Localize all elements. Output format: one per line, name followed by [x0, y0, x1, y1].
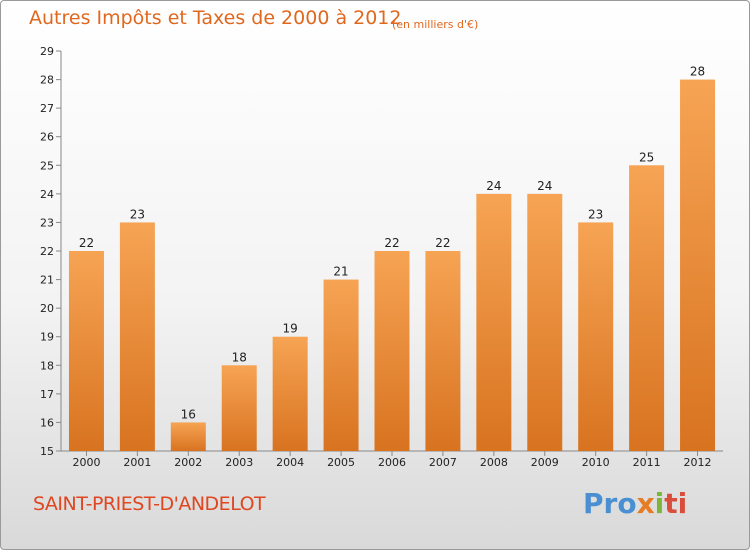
- bar-value-label: 18: [232, 350, 247, 364]
- bar: [476, 193, 512, 451]
- bar: [323, 279, 359, 451]
- y-tick-label: 15: [40, 445, 54, 458]
- y-tick-label: 20: [40, 302, 54, 315]
- bar-value-label: 22: [435, 236, 450, 250]
- x-tick-label: 2009: [531, 456, 559, 469]
- bar: [578, 222, 614, 451]
- y-tick-label: 25: [40, 159, 54, 172]
- bar: [119, 222, 155, 451]
- y-tick-label: 21: [40, 274, 54, 287]
- bar: [374, 251, 410, 451]
- y-tick-label: 22: [40, 245, 54, 258]
- x-tick-label: 2010: [582, 456, 610, 469]
- x-tick-label: 2008: [480, 456, 508, 469]
- x-tick-label: 2005: [327, 456, 355, 469]
- y-tick-label: 27: [40, 102, 54, 115]
- y-tick-label: 24: [40, 188, 54, 201]
- bar: [629, 165, 665, 452]
- y-tick-label: 16: [40, 416, 54, 429]
- bar: [221, 365, 257, 451]
- x-tick-label: 2007: [429, 456, 457, 469]
- bar: [527, 193, 563, 451]
- bar-value-label: 16: [181, 407, 196, 421]
- bars-group: 22 23 16 18 19 21 22 22 24 24 23 25 28: [68, 65, 716, 452]
- y-tick-label: 18: [40, 359, 54, 372]
- y-tick-label: 26: [40, 131, 54, 144]
- y-tick-label: 29: [40, 45, 54, 58]
- bar-value-label: 23: [130, 207, 145, 221]
- bar: [425, 251, 461, 451]
- bar-value-label: 25: [639, 150, 654, 164]
- x-tick-label: 2004: [276, 456, 304, 469]
- x-tick-label: 2003: [225, 456, 253, 469]
- chart-title: Autres Impôts et Taxes de 2000 à 2012: [29, 7, 402, 29]
- logo-part-2: x: [636, 487, 655, 520]
- logo-part-1: Pro: [583, 487, 637, 520]
- bar-value-label: 24: [537, 179, 552, 193]
- bar-value-label: 24: [486, 179, 501, 193]
- proxiti-logo[interactable]: Proxiti: [583, 487, 687, 520]
- y-tick-label: 17: [40, 388, 54, 401]
- x-tick-label: 2011: [633, 456, 661, 469]
- x-tick-label: 2002: [174, 456, 202, 469]
- bar-value-label: 22: [384, 236, 399, 250]
- y-tick-label: 19: [40, 331, 54, 344]
- bar-value-label: 21: [333, 265, 348, 279]
- logo-part-3: i: [654, 487, 665, 520]
- bar: [680, 79, 716, 452]
- y-tick-label: 28: [40, 74, 54, 87]
- bar: [272, 336, 308, 451]
- bar-value-label: 22: [79, 236, 94, 250]
- x-tick-label: 2000: [72, 456, 100, 469]
- bar-value-label: 23: [588, 207, 603, 221]
- logo-part-4: ti: [664, 487, 688, 520]
- bar: [68, 251, 104, 451]
- bar-value-label: 28: [690, 65, 705, 79]
- x-tick-label: 2012: [684, 456, 712, 469]
- unit-note: (en milliers d'€): [392, 18, 479, 31]
- y-tick-label: 23: [40, 216, 54, 229]
- x-tick-label: 2001: [123, 456, 151, 469]
- bar: [170, 422, 206, 451]
- commune-name: SAINT-PRIEST-D'ANDELOT: [33, 493, 266, 515]
- bar-value-label: 19: [283, 322, 298, 336]
- x-tick-label: 2006: [378, 456, 406, 469]
